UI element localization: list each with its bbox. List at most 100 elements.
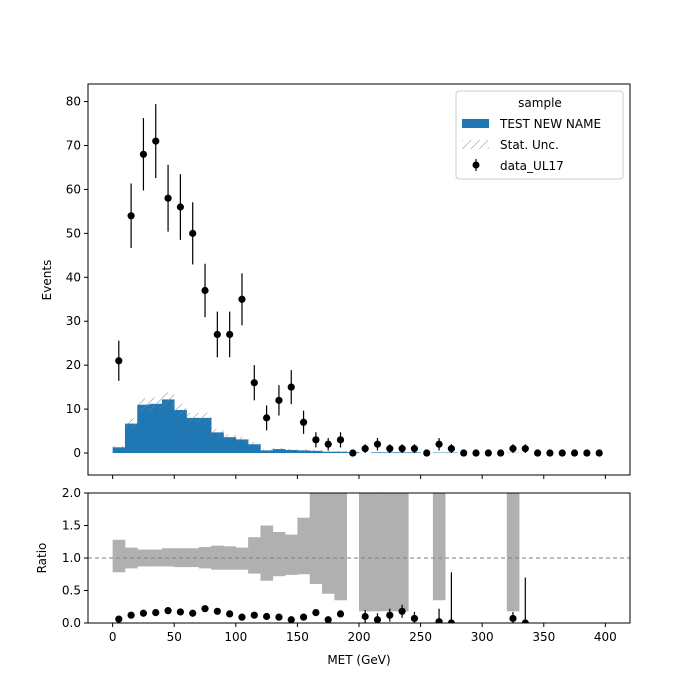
stat-unc-bin [211, 428, 224, 436]
stat-unc-bin [137, 398, 150, 411]
ratio-point [226, 610, 234, 618]
ratio-unc-bin [383, 493, 397, 612]
data-point [164, 194, 172, 202]
mc-bar [297, 450, 311, 454]
ratio-point [324, 616, 332, 623]
x-tick-label: 300 [471, 630, 494, 644]
stat-unc-bin [309, 449, 323, 452]
data-point [238, 295, 246, 303]
ratio-point [447, 619, 455, 623]
ratio-unc-bin [137, 549, 150, 567]
y-tick-label: 50 [66, 226, 81, 240]
data-point [201, 286, 209, 295]
ratio-point [361, 612, 369, 621]
stat-unc-bin [272, 447, 286, 451]
data-point [127, 212, 135, 220]
ratio-panel: 0.0 0.5 1.0 1.5 2.0 0 50 100 150 200 250 300 350 400… [35, 486, 631, 667]
ratio-unc-bin [112, 539, 126, 573]
mc-bar [248, 444, 261, 454]
mc-histogram [112, 399, 520, 454]
x-tick-label: 150 [286, 630, 309, 644]
stat-unc-bin [186, 412, 199, 423]
ratio-y-tick-label: 1.0 [62, 551, 81, 565]
legend-swatch-mc [462, 119, 489, 128]
ratio-point [386, 611, 394, 619]
stat-unc-bin [371, 451, 384, 453]
ratio-unc-bin [161, 548, 175, 567]
ratio-point [287, 616, 295, 623]
x-axis-label: MET (GeV) [327, 653, 390, 667]
ratio-unc-bin [334, 493, 347, 601]
legend[interactable]: sample TEST NEW NAME Stat. Unc. data_UL1… [455, 90, 624, 180]
ratio-point [164, 607, 172, 615]
x-tick-label: 0 [109, 630, 117, 644]
y-tick-label: 40 [66, 270, 81, 284]
legend-entry-data: data_UL17 [500, 159, 564, 173]
data-point [275, 396, 283, 404]
stat-unc-bin [149, 397, 162, 411]
data-point [349, 449, 357, 457]
ratio-unc-bin [285, 534, 298, 575]
mc-bar [260, 450, 274, 454]
ratio-point [521, 619, 529, 623]
mc-bar [272, 449, 286, 454]
ratio-point [127, 611, 135, 619]
data-point [534, 449, 542, 457]
stat-unc-bin [432, 452, 446, 453]
ratio-y-tick-label: 0.5 [62, 584, 81, 598]
ratio-unc-bin [371, 493, 384, 612]
mc-bar [186, 417, 200, 454]
data-point [497, 449, 505, 457]
main-y-ticks: 0 10 20 30 40 50 60 70 80 [66, 95, 88, 460]
data-point [460, 449, 468, 457]
data-point [213, 330, 221, 339]
data-point [423, 449, 431, 457]
data-point [447, 445, 455, 453]
data-points [115, 104, 603, 457]
mc-bar [211, 432, 224, 454]
stat-unc-bin [174, 403, 187, 417]
data-point [139, 150, 148, 158]
ratio-unc-bin [395, 493, 409, 612]
y-tick-label: 10 [66, 402, 81, 416]
data-point [263, 414, 271, 422]
x-tick-label: 350 [532, 630, 555, 644]
ratio-y-tick-label: 1.5 [62, 519, 81, 533]
stat-unc-bin [235, 436, 249, 442]
ratio-point [373, 616, 382, 623]
stat-unc-bin [285, 448, 298, 452]
data-point [472, 449, 480, 457]
data-point [558, 449, 566, 457]
ratio-point [435, 618, 443, 623]
ratio-point [250, 611, 258, 619]
ratio-unc-bin [506, 493, 520, 612]
x-tick-label: 100 [224, 630, 247, 644]
main-panel: 0 10 20 30 40 50 60 70 80 Events [40, 83, 631, 479]
mc-bar [112, 447, 126, 454]
mc-bar [137, 404, 150, 454]
mc-bar [161, 399, 175, 454]
legend-title: sample [518, 96, 562, 110]
ratio-point [152, 609, 160, 617]
data-point [410, 445, 419, 453]
ratio-point [299, 613, 308, 621]
mc-bar [174, 409, 187, 454]
ratio-unc-bin [432, 493, 446, 601]
x-tick-label: 400 [594, 630, 617, 644]
stat-unc-bin [223, 434, 236, 441]
data-point [115, 357, 123, 365]
mc-bar [149, 403, 163, 454]
data-point [312, 436, 320, 444]
ratio-y-ticks: 0.0 0.5 1.0 1.5 2.0 [62, 486, 88, 630]
ratio-point [263, 612, 271, 621]
data-point [189, 229, 197, 237]
ratio-point [189, 609, 197, 617]
stat-unc-bin [260, 449, 273, 452]
stat-unc-bin [198, 412, 212, 424]
ratio-point [312, 609, 320, 617]
data-point [595, 449, 603, 457]
ratio-point [275, 613, 283, 621]
ratio-point [336, 610, 345, 618]
ratio-unc-bin [322, 493, 335, 594]
